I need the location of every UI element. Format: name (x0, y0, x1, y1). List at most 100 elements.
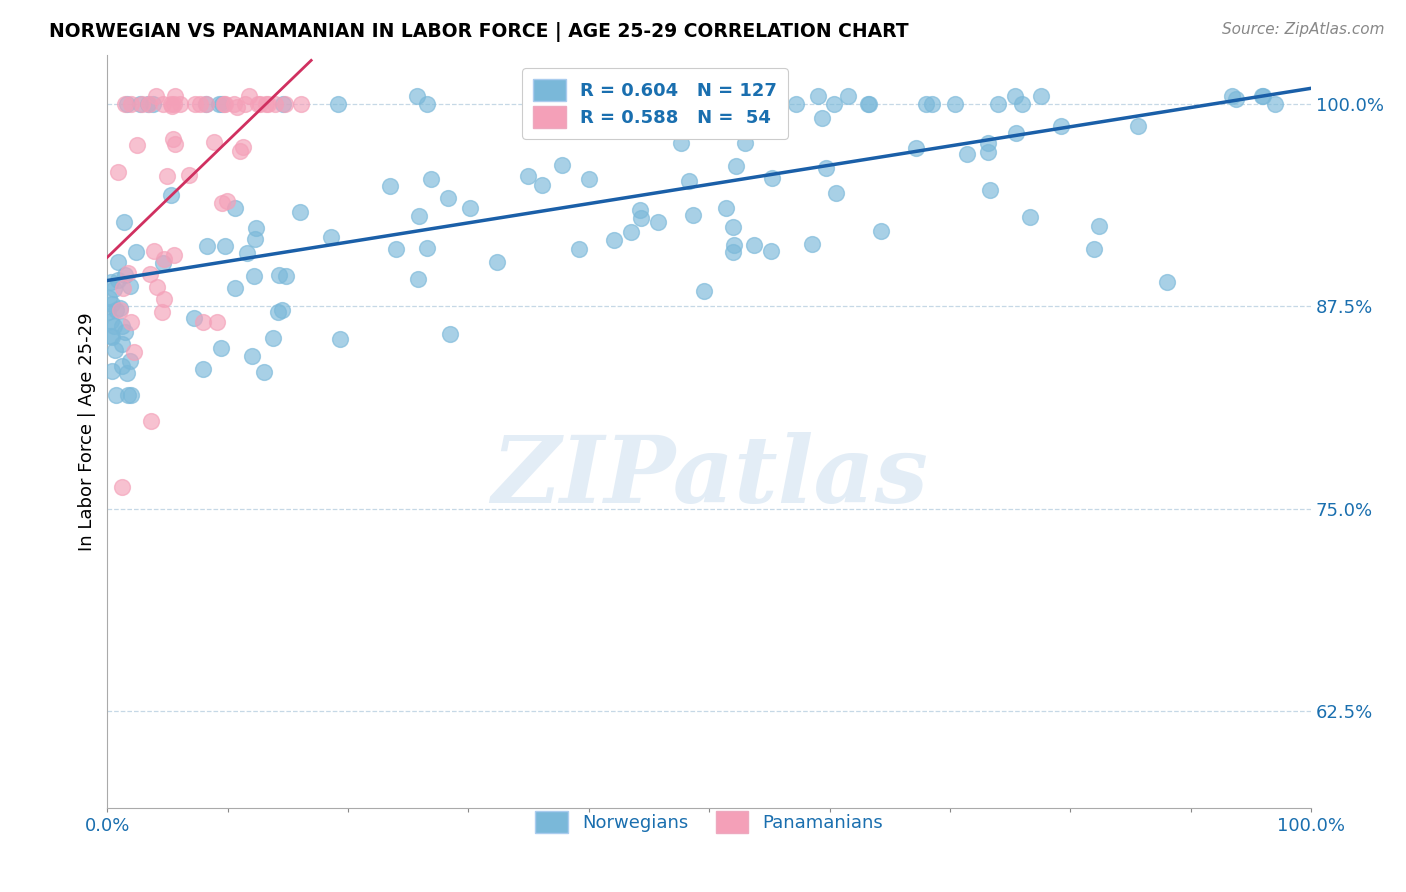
Point (214, 96, 236, 111)
Text: NORWEGIAN VS PANAMANIAN IN LABOR FORCE | AGE 25-29 CORRELATION CHART: NORWEGIAN VS PANAMANIAN IN LABOR FORCE |… (49, 22, 908, 42)
Point (253, 364, 276, 378)
Point (114, 96, 136, 111)
Point (706, 110, 728, 124)
Point (271, 303, 294, 318)
Point (1251, 88, 1274, 103)
Point (188, 96, 211, 111)
Point (714, 201, 737, 215)
Point (811, 111, 834, 125)
Point (815, 161, 838, 175)
Text: ZIPatlas: ZIPatlas (491, 432, 928, 522)
Point (671, 136, 693, 150)
Point (565, 96, 588, 111)
Point (183, 311, 205, 326)
Point (550, 96, 572, 111)
Point (956, 147, 979, 161)
Point (678, 174, 700, 188)
Point (1050, 119, 1073, 133)
Point (120, 388, 142, 402)
Point (437, 191, 460, 205)
Point (156, 169, 179, 183)
Point (869, 224, 891, 238)
Point (142, 96, 165, 111)
Point (759, 244, 782, 259)
Point (233, 96, 256, 111)
Point (578, 172, 600, 186)
Point (1220, 88, 1243, 103)
Point (721, 219, 744, 234)
Point (254, 96, 277, 111)
Point (117, 266, 139, 280)
Point (406, 88, 429, 103)
Point (110, 303, 132, 318)
Point (1088, 219, 1111, 233)
Point (100, 313, 122, 327)
Point (416, 241, 439, 255)
Point (117, 367, 139, 381)
Point (191, 315, 214, 329)
Point (103, 318, 125, 333)
Point (723, 238, 745, 252)
Point (194, 96, 217, 111)
Point (243, 268, 266, 283)
Point (112, 214, 135, 228)
Point (541, 116, 564, 130)
Point (120, 278, 142, 293)
Point (214, 239, 236, 253)
Point (290, 205, 312, 219)
Point (111, 480, 134, 494)
Point (408, 210, 430, 224)
Point (150, 305, 173, 319)
Point (943, 96, 966, 111)
Point (105, 388, 128, 402)
Point (1011, 96, 1033, 111)
Point (385, 242, 408, 256)
Point (1083, 243, 1105, 257)
Point (263, 96, 285, 111)
Point (145, 88, 167, 103)
Point (191, 362, 214, 376)
Point (1250, 88, 1272, 103)
Point (243, 232, 266, 246)
Point (439, 326, 461, 341)
Point (101, 330, 124, 344)
Point (460, 201, 482, 215)
Point (125, 138, 148, 153)
Point (328, 96, 350, 111)
Point (184, 96, 207, 111)
Point (628, 202, 651, 217)
Point (1128, 119, 1150, 133)
Point (1156, 275, 1178, 289)
Point (977, 136, 1000, 150)
Point (378, 178, 401, 193)
Point (124, 344, 146, 359)
Point (724, 159, 747, 173)
Point (209, 341, 232, 355)
Point (249, 96, 271, 111)
Point (111, 281, 134, 295)
Point (100, 276, 122, 290)
Point (153, 252, 176, 267)
Point (647, 215, 669, 229)
Point (240, 349, 263, 363)
Point (162, 132, 184, 146)
Point (752, 109, 775, 123)
Point (1029, 88, 1052, 103)
Point (222, 96, 245, 111)
Point (114, 268, 136, 282)
Point (136, 96, 159, 111)
Point (165, 88, 187, 103)
Point (745, 96, 768, 111)
Y-axis label: In Labor Force | Age 25-29: In Labor Force | Age 25-29 (79, 312, 96, 551)
Point (1005, 126, 1028, 140)
Point (107, 255, 129, 269)
Point (256, 96, 278, 111)
Point (138, 268, 160, 282)
Point (107, 165, 129, 179)
Point (152, 96, 174, 111)
Point (837, 88, 859, 103)
Point (105, 302, 128, 317)
Point (103, 282, 125, 296)
Point (1018, 210, 1040, 224)
Point (117, 96, 139, 111)
